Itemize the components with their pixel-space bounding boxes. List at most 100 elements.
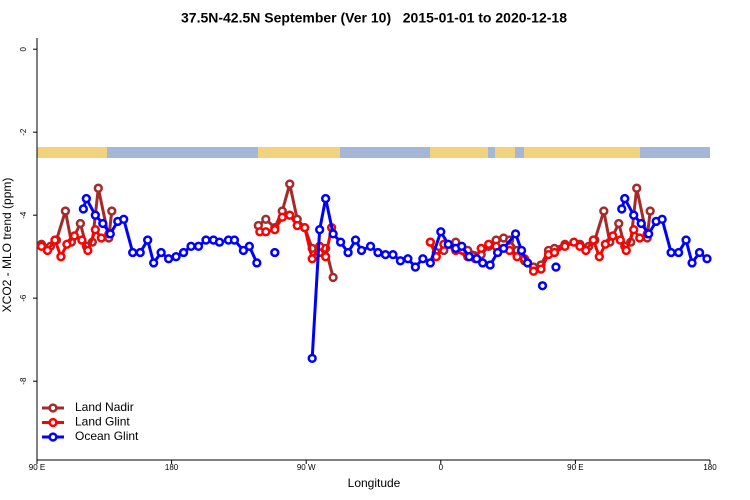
legend-label: Land Nadir [75, 400, 134, 414]
x-tick-label: 90 E [29, 463, 45, 472]
data-point [492, 247, 503, 258]
data-point [636, 218, 646, 229]
data-point [380, 249, 391, 260]
data-point [425, 237, 435, 247]
data-point [478, 258, 488, 268]
data-point [681, 235, 691, 245]
data-point [270, 247, 280, 258]
data-point [315, 225, 325, 235]
data-point [56, 252, 66, 262]
data-point [551, 262, 561, 272]
data-point [149, 258, 159, 268]
data-point [436, 227, 446, 237]
data-point [107, 206, 117, 216]
data-point [365, 241, 376, 251]
data-point [620, 193, 630, 204]
legend-label: Ocean Glint [75, 429, 139, 443]
data-point [81, 193, 92, 204]
data-point [178, 247, 189, 258]
data-point [36, 241, 47, 251]
data-point [307, 353, 317, 363]
data-point [673, 247, 684, 258]
data-point [575, 241, 585, 251]
land-strip [430, 147, 488, 158]
data-point [702, 254, 712, 264]
data-point [135, 247, 145, 258]
data-point [238, 245, 249, 256]
data-point [485, 260, 495, 270]
data-point [328, 229, 338, 239]
map-strip [37, 147, 710, 158]
data-point [229, 235, 240, 245]
legend-marker [48, 432, 58, 442]
data-point [457, 241, 467, 251]
x-tick-label: 180 [703, 463, 717, 472]
data-point [418, 254, 428, 264]
data-point [83, 245, 93, 256]
data-point [608, 231, 618, 241]
data-point [60, 206, 71, 216]
data-point [617, 204, 627, 214]
data-point [90, 210, 100, 220]
data-point [388, 249, 398, 260]
data-point [614, 218, 624, 229]
data-point [119, 214, 129, 224]
data-point [292, 220, 302, 231]
data-point [443, 239, 453, 249]
data-point [464, 252, 474, 262]
data-point [581, 245, 591, 256]
data-point [615, 235, 625, 245]
data-point [621, 245, 631, 256]
data-point [193, 241, 204, 251]
data-point [328, 272, 338, 283]
data-point [270, 225, 280, 235]
data-point [560, 241, 570, 251]
y-tick-label: -6 [19, 294, 28, 302]
data-point [403, 254, 413, 264]
data-point [90, 225, 100, 235]
data-point [687, 258, 697, 268]
y-tick-label: -8 [19, 377, 28, 385]
x-axis-label: Longitude [348, 476, 401, 490]
data-point [105, 229, 115, 239]
data-point [50, 235, 60, 245]
data-point [657, 214, 667, 224]
data-point [510, 229, 521, 239]
data-point [536, 264, 546, 274]
land-strip [258, 147, 340, 158]
data-point [549, 247, 560, 258]
data-point [476, 243, 486, 254]
y-tick-label: 0 [19, 46, 28, 51]
data-point [373, 247, 383, 258]
data-point [307, 254, 317, 264]
data-point [498, 243, 509, 254]
data-point [320, 252, 331, 262]
data-point [599, 206, 609, 216]
data-point [261, 214, 271, 224]
data-point [635, 233, 645, 243]
data-point [335, 237, 346, 247]
data-point [62, 239, 72, 249]
data-point [516, 245, 527, 256]
data-point [343, 247, 353, 258]
ocean-strip [37, 147, 710, 158]
data-point [666, 247, 676, 258]
x-tick-label: 180 [165, 463, 179, 472]
data-point [522, 258, 533, 268]
data-point [410, 262, 421, 272]
data-point [285, 179, 295, 189]
data-point [78, 204, 89, 214]
y-axis-label: XCO2 - MLO trend (ppm) [0, 178, 14, 313]
data-point [484, 239, 494, 249]
data-point [75, 218, 86, 229]
data-point [186, 241, 196, 251]
data-point [77, 235, 87, 245]
data-point [644, 229, 654, 239]
legend-marker [48, 403, 58, 413]
y-tick-label: -2 [19, 128, 28, 136]
data-point [244, 241, 255, 251]
data-point [214, 237, 225, 247]
